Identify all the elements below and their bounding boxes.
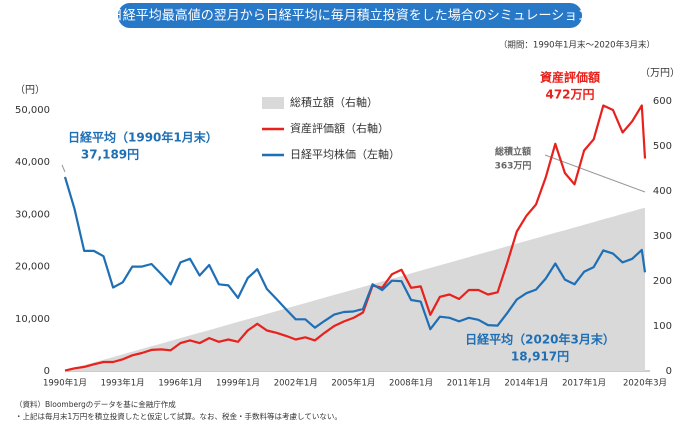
y-tick-label: 40,000 — [15, 157, 50, 168]
x-tick-label: 2017年1月 — [562, 378, 606, 389]
legend-label: 総積立額（右軸） — [290, 95, 378, 109]
legend-label: 日経平均株価（左軸） — [290, 147, 400, 161]
annotation: 総積立額 — [495, 146, 531, 158]
annotation: 日経平均（2020年3月末） — [465, 332, 615, 347]
y-tick-label: 50,000 — [15, 105, 50, 116]
y-tick-label: 0 — [44, 366, 50, 377]
x-tick-label: 2020年3月 — [623, 378, 667, 389]
x-tick-label: 2005年1月 — [331, 378, 375, 389]
x-tick-label: 1999年1月 — [216, 378, 260, 389]
note: （資料）Bloombergのデータを基に金融庁作成 — [15, 399, 176, 409]
annotation: 日経平均（1990年1月末） — [68, 130, 218, 145]
title-banner — [118, 3, 582, 28]
x-tick-label: 2011年1月 — [447, 378, 491, 389]
x-tick-label: 2008年1月 — [389, 378, 433, 389]
annotation: 472万円 — [545, 88, 594, 102]
annotation: 363万円 — [495, 161, 532, 172]
y2-tick-label: 600 — [653, 96, 672, 107]
line — [63, 176, 647, 331]
y-axis-label: （円） — [15, 84, 45, 96]
x-tick-label: 2002年1月 — [274, 378, 318, 389]
x-tick-label: 1996年1月 — [158, 378, 202, 389]
y2-tick-label: 500 — [653, 141, 672, 152]
x-tick-label: 2014年1月 — [504, 378, 548, 389]
line — [64, 104, 647, 372]
y-tick-label: 30,000 — [15, 209, 50, 220]
x-tick-label: 1990年1月 — [43, 378, 87, 389]
area — [65, 207, 645, 371]
annotation: 資産評価額 — [540, 70, 600, 85]
annotation: 18,917円 — [511, 350, 569, 364]
legend-swatch — [262, 97, 284, 109]
note: ・上記は毎月末1万円を積立投資したと仮定して試算。なお、税金・手数料等は考慮して… — [15, 411, 342, 421]
y-tick-label: 10,000 — [15, 314, 50, 325]
annotation: 37,189円 — [81, 148, 139, 162]
chart-subtitle: （期間：1990年1月末～2020年3月末） — [499, 40, 655, 51]
y2-tick-label: 300 — [653, 231, 672, 242]
y2-tick-label: 100 — [653, 321, 672, 332]
chart-title: 日経平均最高値の翌月から日経平均に毎月積立投資をした場合のシミュレーション — [110, 8, 590, 24]
y2-tick-label: 200 — [653, 276, 672, 287]
y2-tick-label: 400 — [653, 186, 672, 197]
x-tick-label: 1993年1月 — [101, 378, 145, 389]
y-tick-label: 20,000 — [15, 262, 50, 273]
y2-tick-label: 0 — [666, 366, 672, 377]
y2-axis-label: （万円） — [640, 67, 680, 79]
leader-line — [61, 164, 66, 173]
legend-label: 資産評価額（右軸） — [290, 121, 389, 135]
